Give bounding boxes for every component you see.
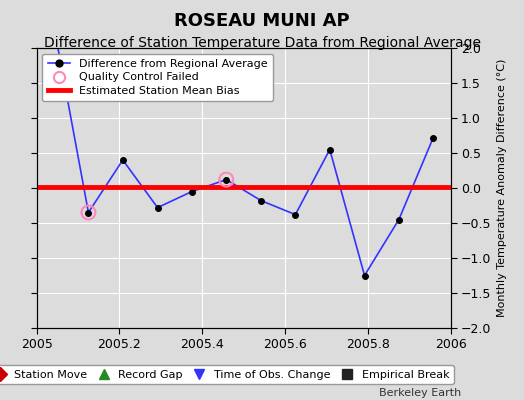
Y-axis label: Monthly Temperature Anomaly Difference (°C): Monthly Temperature Anomaly Difference (…	[497, 59, 507, 317]
Text: Difference of Station Temperature Data from Regional Average: Difference of Station Temperature Data f…	[43, 36, 481, 50]
Text: Berkeley Earth: Berkeley Earth	[379, 388, 461, 398]
Legend: Station Move, Record Gap, Time of Obs. Change, Empirical Break: Station Move, Record Gap, Time of Obs. C…	[0, 365, 454, 384]
Text: ROSEAU MUNI AP: ROSEAU MUNI AP	[174, 12, 350, 30]
Point	[84, 209, 93, 216]
Point	[222, 176, 231, 183]
